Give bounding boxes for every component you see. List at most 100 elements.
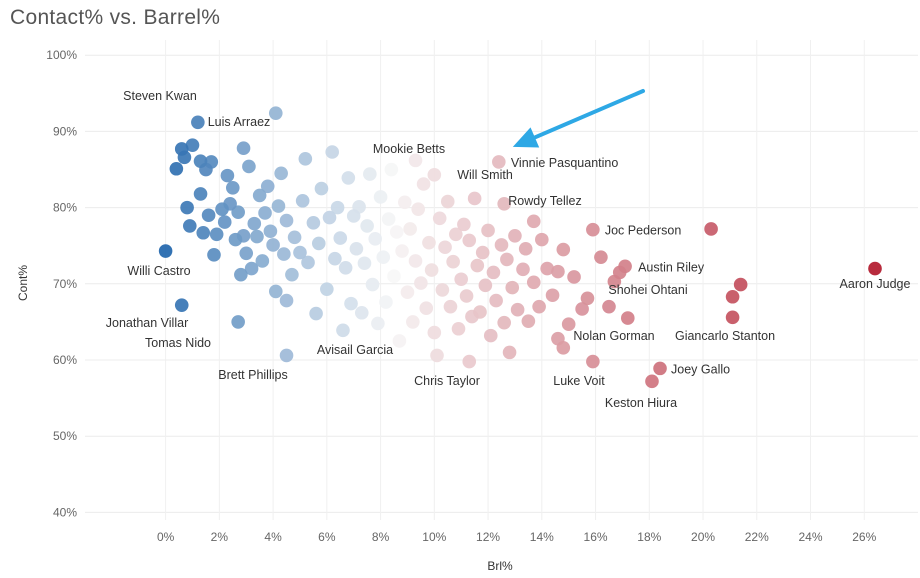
data-point[interactable] — [376, 250, 391, 264]
data-point[interactable] — [704, 222, 718, 236]
data-point-labeled[interactable] — [497, 197, 511, 211]
data-point[interactable] — [397, 195, 412, 210]
data-point[interactable] — [373, 190, 388, 204]
data-point[interactable] — [193, 187, 208, 201]
data-point[interactable] — [268, 106, 283, 120]
data-point[interactable] — [215, 202, 229, 216]
data-point-labeled[interactable] — [586, 354, 600, 369]
data-point[interactable] — [486, 265, 501, 280]
data-point-labeled[interactable] — [868, 261, 882, 276]
data-point[interactable] — [430, 348, 444, 363]
data-point[interactable] — [279, 293, 294, 308]
data-point[interactable] — [330, 200, 345, 215]
data-point[interactable] — [521, 314, 536, 328]
data-point[interactable] — [252, 188, 267, 203]
data-point[interactable] — [516, 262, 530, 277]
data-point[interactable] — [341, 171, 356, 185]
data-point[interactable] — [725, 289, 740, 304]
data-point[interactable] — [193, 154, 208, 168]
data-point[interactable] — [620, 311, 635, 325]
data-point[interactable] — [526, 275, 541, 290]
data-point[interactable] — [182, 219, 197, 233]
data-point[interactable] — [473, 305, 487, 319]
data-point[interactable] — [209, 227, 224, 242]
data-point[interactable] — [451, 321, 466, 336]
data-point[interactable] — [387, 269, 401, 283]
data-point[interactable] — [567, 270, 581, 284]
data-point[interactable] — [287, 230, 302, 245]
data-point[interactable] — [349, 241, 364, 256]
data-point[interactable] — [338, 261, 353, 275]
data-point[interactable] — [561, 317, 576, 331]
data-point[interactable] — [427, 168, 442, 182]
data-point[interactable] — [320, 282, 334, 296]
data-point[interactable] — [360, 219, 374, 233]
data-point[interactable] — [306, 216, 321, 230]
data-point[interactable] — [462, 233, 477, 248]
data-point[interactable] — [258, 206, 272, 220]
data-point[interactable] — [416, 177, 431, 191]
data-point[interactable] — [333, 231, 348, 245]
data-point[interactable] — [207, 248, 221, 262]
data-point-labeled[interactable] — [236, 141, 251, 155]
data-point[interactable] — [301, 255, 315, 270]
data-point[interactable] — [424, 263, 439, 277]
data-point[interactable] — [505, 280, 520, 295]
data-point[interactable] — [508, 229, 522, 243]
data-point[interactable] — [446, 254, 460, 269]
data-point[interactable] — [443, 299, 458, 314]
data-point[interactable] — [406, 315, 420, 329]
data-point[interactable] — [158, 244, 173, 258]
data-point[interactable] — [180, 200, 194, 215]
data-point-labeled[interactable] — [492, 155, 506, 169]
data-point[interactable] — [403, 222, 417, 236]
data-point[interactable] — [580, 291, 595, 306]
data-point[interactable] — [293, 245, 307, 260]
data-point[interactable] — [545, 288, 560, 303]
data-point[interactable] — [242, 159, 256, 174]
data-point[interactable] — [532, 299, 546, 314]
data-point[interactable] — [268, 284, 283, 299]
data-point[interactable] — [478, 278, 493, 293]
data-point[interactable] — [470, 258, 485, 273]
data-point[interactable] — [395, 244, 409, 258]
data-point[interactable] — [201, 208, 216, 223]
data-point[interactable] — [357, 256, 372, 271]
data-point[interactable] — [363, 167, 377, 181]
data-point[interactable] — [174, 142, 189, 156]
data-point[interactable] — [556, 242, 571, 257]
data-point[interactable] — [518, 241, 533, 256]
data-point[interactable] — [266, 238, 280, 252]
data-point-labeled[interactable] — [653, 361, 667, 376]
data-point[interactable] — [422, 235, 436, 250]
data-point[interactable] — [336, 323, 350, 338]
data-point[interactable] — [551, 264, 565, 279]
data-point-labeled[interactable] — [174, 298, 189, 312]
data-point-labeled[interactable] — [279, 348, 294, 363]
data-point[interactable] — [535, 232, 549, 247]
data-point[interactable] — [250, 229, 264, 244]
data-point[interactable] — [432, 211, 447, 226]
data-point[interactable] — [371, 316, 385, 331]
data-point[interactable] — [556, 341, 571, 355]
data-point[interactable] — [255, 254, 270, 268]
data-point[interactable] — [400, 285, 415, 299]
data-point[interactable] — [392, 334, 407, 348]
data-point[interactable] — [411, 202, 426, 216]
data-point[interactable] — [510, 302, 525, 317]
data-point[interactable] — [384, 162, 399, 177]
data-point[interactable] — [328, 251, 342, 266]
data-point[interactable] — [311, 236, 326, 251]
data-point[interactable] — [346, 209, 361, 223]
data-point[interactable] — [298, 152, 313, 166]
data-point-labeled[interactable] — [234, 267, 248, 282]
data-point[interactable] — [414, 276, 428, 290]
data-point[interactable] — [274, 166, 288, 181]
data-point[interactable] — [263, 224, 278, 239]
data-point[interactable] — [481, 223, 495, 238]
data-point[interactable] — [231, 205, 245, 219]
data-point[interactable] — [185, 138, 200, 152]
data-point-labeled[interactable] — [586, 222, 600, 237]
data-point[interactable] — [494, 238, 509, 252]
data-point[interactable] — [408, 254, 423, 268]
